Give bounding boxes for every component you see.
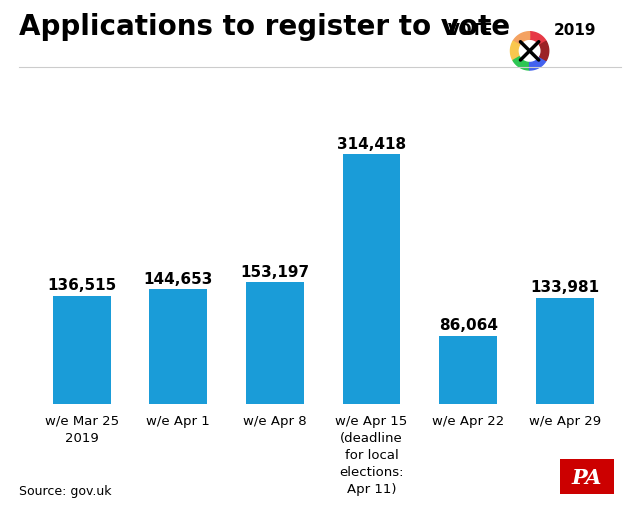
Bar: [342, 155, 401, 404]
Polygon shape: [540, 42, 548, 61]
Text: 144,653: 144,653: [143, 271, 213, 286]
Text: 153,197: 153,197: [241, 265, 310, 280]
Polygon shape: [530, 58, 546, 71]
Text: Source: gov.uk: Source: gov.uk: [19, 484, 112, 497]
Bar: [439, 336, 497, 404]
Bar: [149, 289, 207, 404]
Text: 2019: 2019: [554, 23, 596, 38]
Bar: [52, 296, 111, 404]
Polygon shape: [513, 58, 530, 71]
Text: 133,981: 133,981: [530, 280, 599, 295]
Polygon shape: [513, 33, 530, 46]
Bar: [246, 283, 304, 404]
Polygon shape: [511, 42, 520, 61]
Text: 136,515: 136,515: [47, 278, 116, 293]
Text: Applications to register to vote: Applications to register to vote: [19, 13, 510, 40]
Bar: [536, 298, 594, 404]
Text: VOTE: VOTE: [448, 23, 493, 38]
FancyBboxPatch shape: [560, 460, 614, 494]
Text: 314,418: 314,418: [337, 137, 406, 152]
Polygon shape: [530, 33, 546, 46]
Text: PA: PA: [572, 468, 602, 487]
Text: 86,064: 86,064: [438, 318, 498, 333]
